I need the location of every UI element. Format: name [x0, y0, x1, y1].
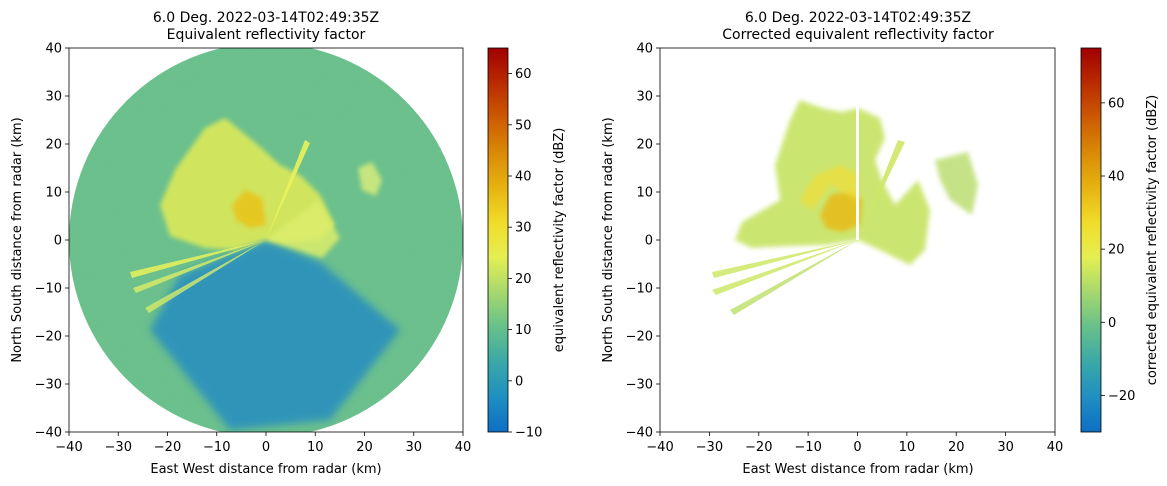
left-y-axis-label: North South distance from radar (km): [10, 117, 25, 362]
right-x-tick-label: 20: [948, 440, 965, 455]
right-y-axis: −40 −30 −20 −10 0 10 20 30 40: [626, 42, 660, 441]
left-spoke-wsw-2: [133, 240, 266, 293]
left-clear-air-region: [150, 240, 400, 430]
right-x-tick-label: −10: [794, 440, 821, 455]
right-x-tick-label: 0: [853, 440, 861, 455]
right-y-tick-label: 0: [645, 234, 653, 249]
right-y-tick-label: −20: [626, 330, 653, 345]
left-panel: 6.0 Deg. 2022-03-14T02:49:35Z Equivalent…: [10, 10, 567, 477]
left-colorbar-ticks: −10 0 10 20 30 40 50 60: [508, 67, 542, 441]
right-x-tick-label: 10: [899, 440, 916, 455]
left-colorbar-label: equivalent reflectivity factor (dBZ): [552, 128, 567, 353]
right-panel: 6.0 Deg. 2022-03-14T02:49:35Z Corrected …: [601, 10, 1160, 477]
right-y-tick-label: 40: [636, 42, 653, 57]
left-echo-main: [160, 118, 335, 250]
right-missing-radial: [856, 100, 859, 240]
right-y-tick-label: 30: [636, 90, 653, 105]
right-colorbar-label: corrected equivalent reflectivity factor…: [1145, 95, 1160, 386]
right-plot-area: [660, 48, 1055, 432]
left-y-tick-label: −10: [35, 282, 62, 297]
left-spoke-east: [266, 200, 340, 258]
right-y-tick-label: 20: [636, 138, 653, 153]
left-y-tick-label: −30: [35, 378, 62, 393]
left-colorbar-tick-label: −10: [515, 426, 542, 441]
right-colorbar-ticks: −20 0 20 40 60: [1101, 96, 1135, 404]
left-title-line2: Equivalent reflectivity factor: [167, 27, 366, 43]
left-y-axis: −40 −30 −20 −10 0 10 20 30 40: [35, 42, 69, 441]
right-echo-ne-cell: [935, 152, 978, 215]
left-x-tick-label: 20: [356, 440, 373, 455]
left-plot-area: [69, 48, 463, 432]
left-y-tick-label: −20: [35, 330, 62, 345]
right-x-tick-label: 30: [997, 440, 1014, 455]
right-colorbar: [1080, 47, 1102, 433]
left-y-tick-label: 10: [45, 186, 62, 201]
left-colorbar-tick-label: 60: [515, 67, 532, 82]
right-colorbar-tick-label: −20: [1108, 389, 1135, 404]
right-y-tick-label: 10: [636, 186, 653, 201]
right-x-axis-label: East West distance from radar (km): [742, 462, 973, 477]
right-colorbar-tick-label: 60: [1108, 96, 1125, 111]
left-colorbar-tick-label: 50: [515, 118, 532, 133]
left-colorbar-tick-label: 30: [515, 221, 532, 236]
right-spoke-wsw-1: [712, 240, 858, 278]
left-y-tick-label: 40: [45, 42, 62, 57]
left-spoke-ne: [266, 140, 310, 240]
right-y-tick-label: −30: [626, 378, 653, 393]
left-x-tick-label: 10: [307, 440, 324, 455]
left-colorbar-tick-label: 40: [515, 170, 532, 185]
left-x-tick-label: 40: [455, 440, 472, 455]
left-spoke-wsw-3: [145, 240, 266, 313]
right-colorbar-tick-label: 20: [1108, 243, 1125, 258]
left-echo-core: [232, 190, 266, 228]
left-colorbar-tick-label: 10: [515, 323, 532, 338]
left-colorbar: [487, 47, 509, 433]
left-x-tick-label: 30: [405, 440, 422, 455]
left-spoke-wsw-1: [130, 240, 266, 278]
right-x-axis: −40 −30 −20 −10 0 10 20 30 40: [646, 432, 1063, 455]
left-title-line1: 6.0 Deg. 2022-03-14T02:49:35Z: [153, 10, 379, 26]
right-spoke-ne: [858, 140, 905, 240]
left-y-tick-label: 20: [45, 138, 62, 153]
right-colorbar-tick-label: 0: [1108, 316, 1116, 331]
left-x-axis: −40 −30 −20 −10 0 10 20 30 40: [55, 432, 471, 455]
right-spoke-wsw-3: [730, 240, 858, 315]
left-x-tick-label: −30: [105, 440, 132, 455]
right-x-tick-label: 40: [1047, 440, 1064, 455]
left-y-tick-label: −40: [35, 426, 62, 441]
right-y-tick-label: −10: [626, 282, 653, 297]
right-x-tick-label: −20: [745, 440, 772, 455]
right-spoke-wsw-2: [712, 240, 858, 295]
right-colorbar-tick-label: 40: [1108, 170, 1125, 185]
left-colorbar-tick-label: 20: [515, 272, 532, 287]
right-title-line1: 6.0 Deg. 2022-03-14T02:49:35Z: [745, 10, 971, 26]
left-x-tick-label: 0: [262, 440, 270, 455]
right-echo-core: [820, 190, 862, 232]
right-title-line2: Corrected equivalent reflectivity factor: [722, 27, 994, 43]
right-x-tick-label: −30: [696, 440, 723, 455]
right-y-tick-label: −40: [626, 426, 653, 441]
right-echo-mid: [800, 165, 858, 210]
left-x-axis-label: East West distance from radar (km): [150, 462, 381, 477]
left-echo-ne-cell: [358, 162, 382, 196]
left-x-tick-label: −20: [154, 440, 181, 455]
left-y-tick-label: 0: [54, 234, 62, 249]
left-y-tick-label: 30: [45, 90, 62, 105]
left-x-tick-label: −40: [55, 440, 82, 455]
left-x-tick-label: −10: [203, 440, 230, 455]
right-x-tick-label: −40: [646, 440, 673, 455]
left-colorbar-tick-label: 0: [515, 374, 523, 389]
right-y-axis-label: North South distance from radar (km): [601, 117, 616, 362]
